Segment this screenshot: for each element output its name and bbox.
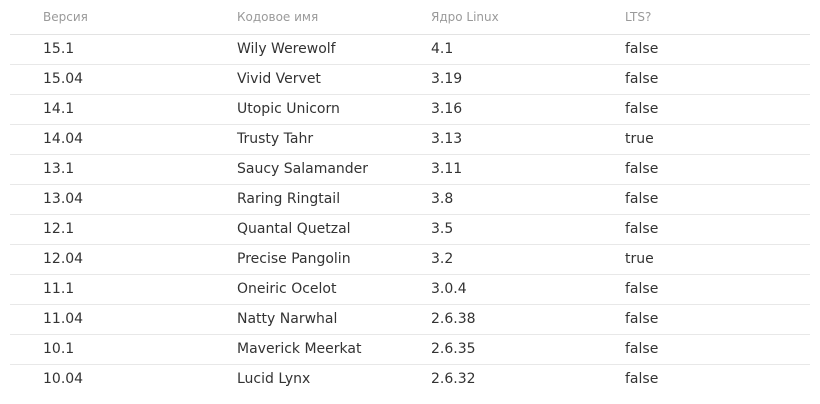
cell-codename: Raring Ringtail — [204, 184, 398, 215]
column-header-version[interactable]: Версия — [10, 0, 204, 35]
ubuntu-releases-table: Версия Кодовое имя Ядро Linux LTS? 15.1 … — [10, 0, 810, 394]
cell-kernel: 4.1 — [398, 34, 592, 65]
table-row: 14.1 Utopic Unicorn 3.16 false — [10, 94, 810, 125]
cell-kernel: 3.8 — [398, 184, 592, 215]
cell-lts: false — [592, 34, 810, 65]
table-row: 15.04 Vivid Vervet 3.19 false — [10, 64, 810, 95]
cell-version: 13.04 — [10, 184, 204, 215]
cell-codename: Oneiric Ocelot — [204, 274, 398, 305]
cell-codename: Utopic Unicorn — [204, 94, 398, 125]
cell-codename: Saucy Salamander — [204, 154, 398, 185]
table-row: 13.04 Raring Ringtail 3.8 false — [10, 184, 810, 215]
column-header-codename[interactable]: Кодовое имя — [204, 0, 398, 35]
cell-lts: false — [592, 304, 810, 335]
table-row: 12.04 Precise Pangolin 3.2 true — [10, 244, 810, 275]
cell-version: 12.1 — [10, 214, 204, 245]
table-row: 14.04 Trusty Tahr 3.13 true — [10, 124, 810, 155]
cell-version: 13.1 — [10, 154, 204, 185]
column-header-kernel[interactable]: Ядро Linux — [398, 0, 592, 35]
cell-codename: Natty Narwhal — [204, 304, 398, 335]
cell-kernel: 3.2 — [398, 244, 592, 275]
table-row: 15.1 Wily Werewolf 4.1 false — [10, 34, 810, 65]
cell-lts: true — [592, 124, 810, 155]
cell-version: 15.04 — [10, 64, 204, 95]
cell-codename: Vivid Vervet — [204, 64, 398, 95]
cell-version: 14.1 — [10, 94, 204, 125]
cell-version: 12.04 — [10, 244, 204, 275]
cell-version: 10.04 — [43, 371, 84, 388]
cell-version: 15.1 — [10, 34, 204, 65]
cell-version: 11.1 — [10, 274, 204, 305]
cell-lts: false — [592, 274, 810, 305]
cell-lts: false — [625, 371, 659, 388]
cell-lts: false — [592, 184, 810, 215]
cell-kernel: 2.6.35 — [398, 334, 592, 365]
cell-codename: Quantal Quetzal — [204, 214, 398, 245]
cell-codename: Lucid Lynx — [237, 371, 311, 388]
cell-codename: Precise Pangolin — [204, 244, 398, 275]
cell-lts: false — [592, 64, 810, 95]
cell-lts: false — [592, 154, 810, 185]
cell-codename: Wily Werewolf — [204, 34, 398, 65]
cell-kernel: 3.19 — [398, 64, 592, 95]
cell-version: 11.04 — [10, 304, 204, 335]
header-row: Версия Кодовое имя Ядро Linux LTS? — [10, 0, 810, 35]
cell-kernel: 3.11 — [398, 154, 592, 185]
table-body: 15.1 Wily Werewolf 4.1 false 15.04 Vivid… — [10, 34, 810, 394]
cell-lts: false — [592, 94, 810, 125]
table-header: Версия Кодовое имя Ядро Linux LTS? — [10, 0, 810, 35]
cell-lts: false — [592, 214, 810, 245]
cell-kernel: 3.5 — [398, 214, 592, 245]
cell-lts: false — [592, 334, 810, 365]
cell-codename: Trusty Tahr — [204, 124, 398, 155]
table-row: 13.1 Saucy Salamander 3.11 false — [10, 154, 810, 185]
cell-lts: true — [592, 244, 810, 275]
cell-kernel: 2.6.38 — [398, 304, 592, 335]
cell-codename: Maverick Meerkat — [204, 334, 398, 365]
cell-kernel: 3.16 — [398, 94, 592, 125]
table-row: 10.1 Maverick Meerkat 2.6.35 false — [10, 334, 810, 365]
ubuntu-releases-table-container: Версия Кодовое имя Ядро Linux LTS? 15.1 … — [10, 0, 810, 394]
table-row: 10.04 Lucid Lynx 2.6.32 false — [10, 364, 810, 394]
cell-version: 14.04 — [10, 124, 204, 155]
table-row: 12.1 Quantal Quetzal 3.5 false — [10, 214, 810, 245]
table-row: 11.1 Oneiric Ocelot 3.0.4 false — [10, 274, 810, 305]
cell-kernel: 2.6.32 — [431, 371, 476, 388]
cell-kernel: 3.0.4 — [398, 274, 592, 305]
column-header-lts[interactable]: LTS? — [592, 0, 810, 35]
cell-version: 10.1 — [10, 334, 204, 365]
cell-kernel: 3.13 — [398, 124, 592, 155]
table-row: 11.04 Natty Narwhal 2.6.38 false — [10, 304, 810, 335]
